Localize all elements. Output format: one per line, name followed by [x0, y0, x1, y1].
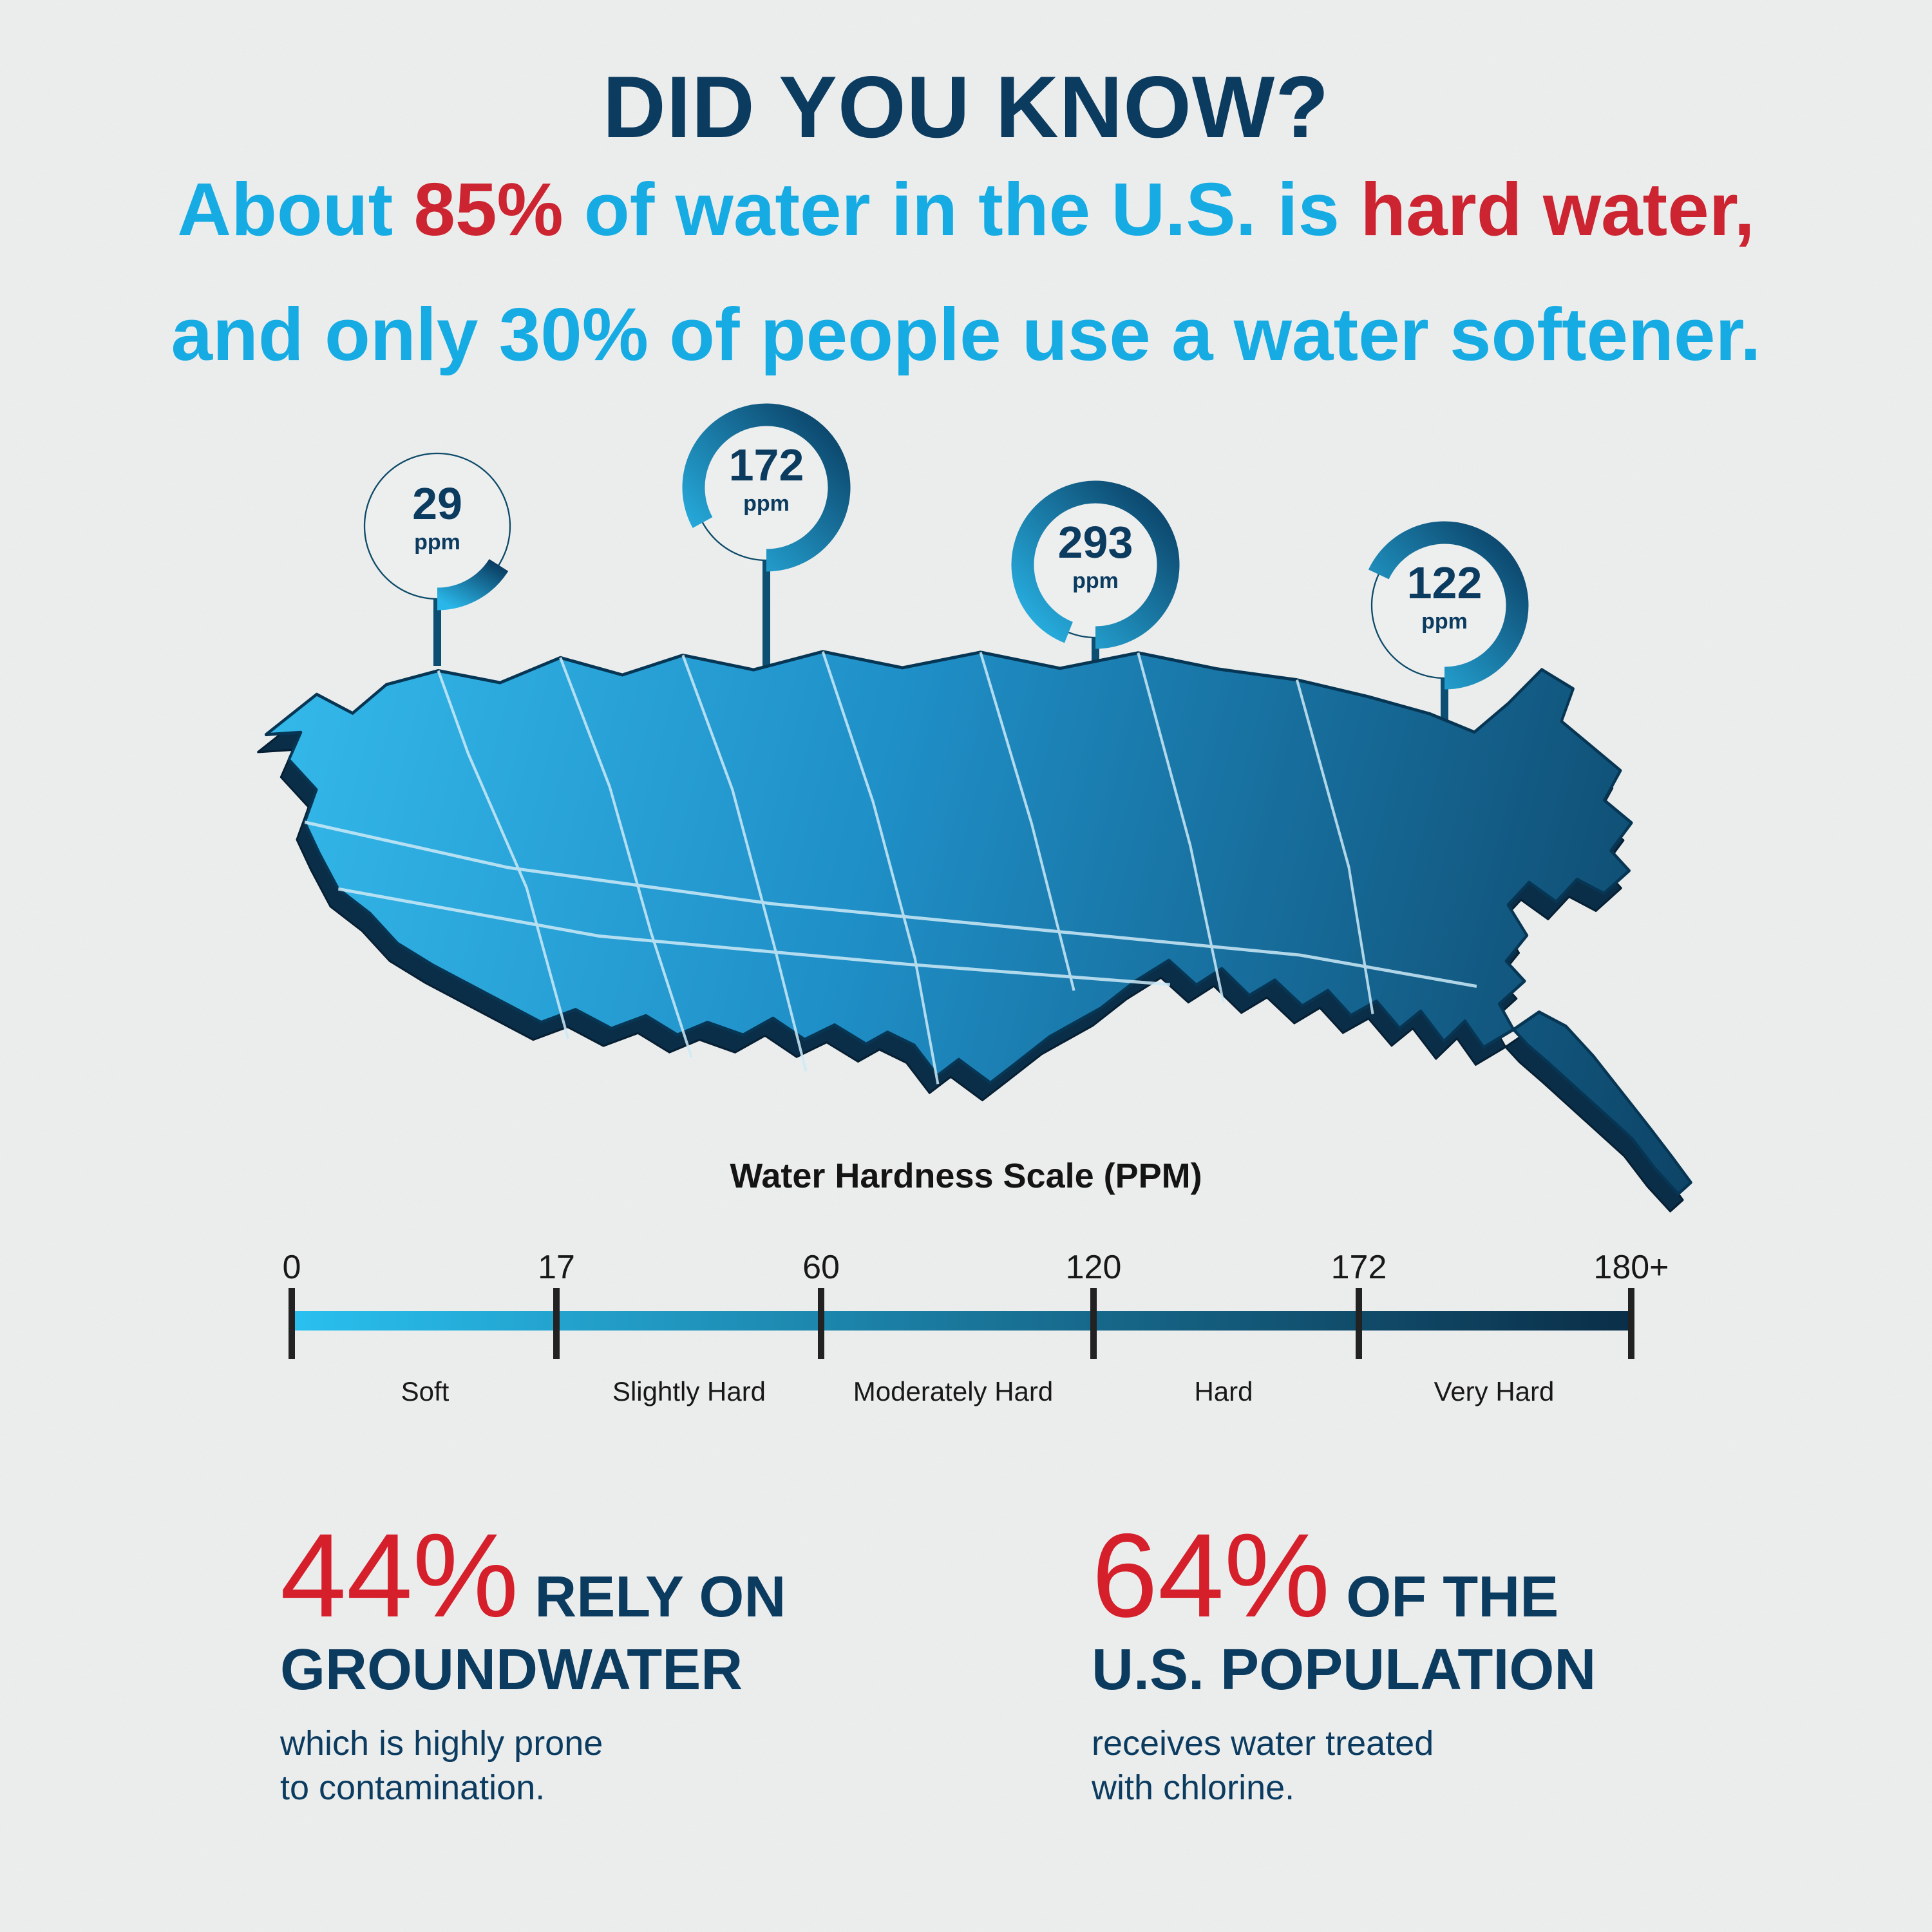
svg-text:Slightly Hard: Slightly Hard [612, 1376, 766, 1406]
svg-text:Soft: Soft [401, 1376, 450, 1406]
svg-text:60: 60 [802, 1249, 840, 1286]
svg-text:172: 172 [1331, 1249, 1387, 1286]
svg-text:0: 0 [283, 1249, 301, 1286]
svg-text:Hard: Hard [1194, 1376, 1253, 1406]
svg-text:Very Hard: Very Hard [1434, 1376, 1555, 1406]
svg-text:17: 17 [538, 1249, 575, 1286]
svg-text:Moderately Hard: Moderately Hard [853, 1376, 1053, 1406]
svg-text:120: 120 [1066, 1249, 1122, 1286]
svg-text:180+: 180+ [1593, 1249, 1669, 1286]
